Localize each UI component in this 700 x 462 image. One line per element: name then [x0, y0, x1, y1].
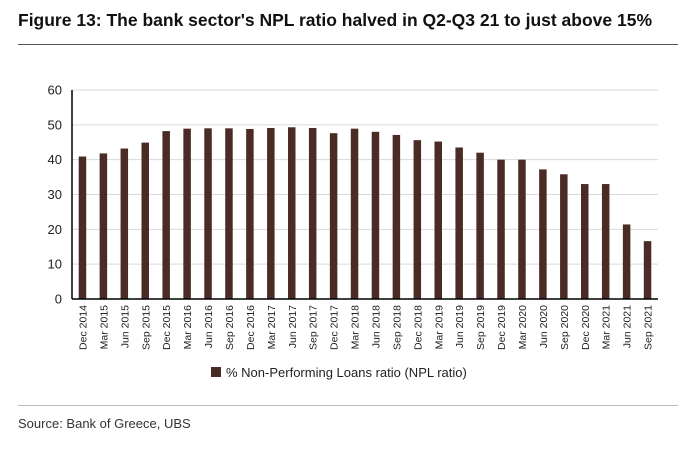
source-divider [18, 405, 678, 406]
bar [392, 134, 401, 299]
y-tick-label: 20 [48, 222, 62, 237]
x-tick-label: Mar 2019 [433, 305, 445, 350]
x-tick-label: Jun 2021 [622, 305, 634, 348]
x-tick-label: Sep 2019 [475, 305, 487, 350]
bar [497, 159, 505, 299]
bar [120, 148, 129, 299]
x-tick-label: Sep 2018 [391, 305, 403, 350]
x-tick-label: Mar 2021 [601, 305, 613, 350]
x-tick-label: Jun 2020 [538, 305, 550, 348]
bar [183, 128, 191, 299]
y-tick-label: 60 [48, 83, 62, 98]
legend-label: % Non-Performing Loans ratio (NPL ratio) [226, 365, 467, 380]
x-tick-label: Dec 2016 [245, 305, 257, 350]
y-tick-label: 10 [48, 257, 62, 272]
bar [204, 128, 212, 299]
bar [78, 156, 87, 299]
bar [413, 140, 422, 299]
bar [350, 128, 359, 299]
bar [308, 127, 317, 299]
x-tick-label: Mar 2017 [266, 305, 278, 350]
x-tick-label: Mar 2015 [98, 305, 110, 350]
x-tick-label: Dec 2020 [580, 305, 592, 350]
y-tick-label: 40 [48, 152, 62, 167]
bar [371, 131, 380, 299]
bar [455, 147, 463, 299]
x-tick-label: Dec 2017 [329, 305, 341, 350]
x-tick-label: Mar 2020 [517, 305, 529, 350]
bar [601, 184, 610, 299]
bar [329, 133, 338, 299]
bar [141, 142, 149, 299]
bar [476, 152, 484, 299]
bar [288, 127, 296, 300]
x-tick-label: Jun 2017 [287, 305, 299, 348]
title-divider [18, 44, 678, 45]
bar [225, 128, 233, 299]
x-tick-label: Dec 2019 [496, 305, 508, 350]
x-tick-label: Sep 2015 [140, 305, 152, 350]
bar [99, 153, 108, 299]
x-tick-label: Jun 2019 [454, 305, 466, 348]
bar [434, 141, 442, 299]
x-tick-label: Dec 2018 [412, 305, 424, 350]
chart-title: Figure 13: The bank sector's NPL ratio h… [18, 10, 653, 30]
x-tick-label: Sep 2016 [224, 305, 236, 350]
bar [246, 129, 254, 299]
bar [581, 184, 589, 299]
bar [539, 169, 547, 299]
x-tick-label: Sep 2021 [643, 305, 655, 350]
y-tick-label: 50 [48, 117, 62, 132]
x-tick-label: Jun 2015 [119, 305, 131, 348]
x-tick-label: Sep 2020 [559, 305, 571, 350]
x-tick-label: Jun 2018 [370, 305, 382, 348]
x-tick-label: Jun 2016 [203, 305, 215, 348]
bar [267, 127, 275, 299]
x-tick-label: Dec 2014 [77, 305, 89, 350]
bar [518, 159, 526, 299]
bar [643, 241, 652, 299]
npl-bar-chart: 0 10 20 30 40 50 60 Dec 2014 Mar 2015 Jun 2015 Sep… [48, 83, 658, 380]
x-tick-label: Mar 2016 [182, 305, 194, 350]
y-tick-label: 30 [48, 187, 62, 202]
y-tick-label: 0 [55, 292, 62, 307]
bar [162, 131, 170, 299]
legend-swatch [211, 367, 221, 377]
x-tick-label: Mar 2018 [350, 305, 362, 350]
bar [622, 224, 631, 299]
x-tick-label: Sep 2017 [308, 305, 320, 350]
source-note: Source: Bank of Greece, UBS [18, 416, 191, 431]
bar [560, 174, 568, 299]
x-tick-label: Dec 2015 [161, 305, 173, 350]
